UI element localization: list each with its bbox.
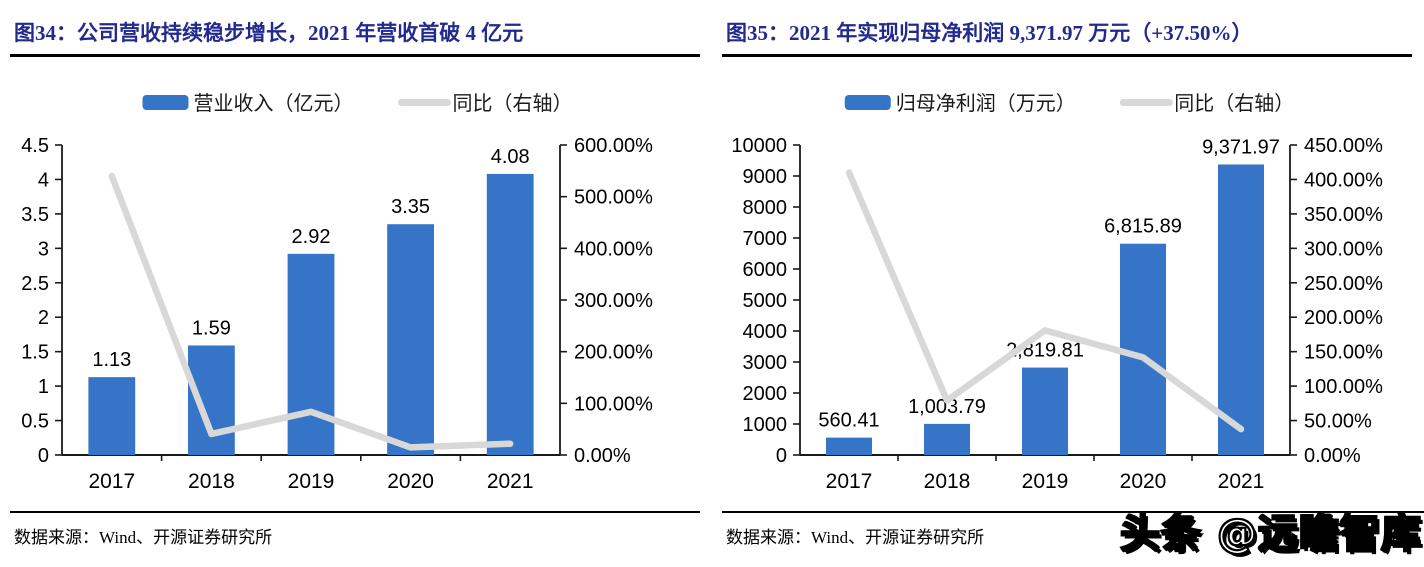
- bar-value-label: 560.41: [818, 410, 879, 432]
- bar-value-label: 1,003.79: [908, 396, 986, 418]
- y-axis-left-tick-label: 3.5: [21, 204, 49, 226]
- y-axis-left-tick-label: 6000: [743, 259, 788, 281]
- x-axis-category-label: 2021: [487, 470, 534, 493]
- bar-2019: [1021, 367, 1069, 455]
- x-axis-category-label: 2019: [288, 470, 335, 493]
- bar-value-label: 1.59: [192, 317, 231, 339]
- figure-35-source-row: 数据来源：Wind、开源证券研究所: [722, 511, 1424, 548]
- y-axis-left-tick-label: 1000: [743, 414, 788, 436]
- x-axis-category-label: 2018: [924, 470, 971, 493]
- y-axis-left-tick-label: 5000: [743, 290, 788, 312]
- y-axis-left-tick-label: 1: [38, 376, 49, 398]
- figure-34-source-row: 数据来源：Wind、开源证券研究所: [10, 511, 700, 548]
- y-axis-left-tick-label: 0.5: [21, 411, 49, 433]
- y-axis-right-tick-label: 350.00%: [1304, 204, 1383, 226]
- legend-item-label: 同比（右轴）: [453, 92, 573, 115]
- y-axis-right-tick-label: 450.00%: [1304, 135, 1383, 157]
- yoy-growth-line: [845, 169, 1245, 433]
- x-axis-category-label: 2021: [1218, 470, 1265, 493]
- bar-value-label: 1.13: [92, 349, 131, 371]
- figure-35-title-text: 图35：2021 年实现归母净利润 9,371.97 万元（+37.50%）: [726, 21, 1253, 45]
- bar-2020: [387, 224, 435, 455]
- bar-2017: [825, 437, 873, 455]
- bar-value-label: 4.08: [491, 146, 530, 168]
- figure-34-source-text: 数据来源：Wind、开源证券研究所: [14, 528, 273, 547]
- y-axis-left-tick-label: 2: [38, 307, 49, 329]
- y-axis-right-tick-label: 100.00%: [574, 393, 653, 415]
- y-axis-left-tick-label: 9000: [743, 166, 788, 188]
- y-axis-left-tick-label: 0: [776, 445, 787, 467]
- x-axis-category-label: 2020: [1120, 470, 1167, 493]
- legend-item-label: 同比（右轴）: [1174, 92, 1294, 115]
- bar-2020: [1119, 243, 1167, 455]
- legend-item-label: 营业收入（亿元）: [194, 92, 354, 115]
- y-axis-right-tick-label: 400.00%: [574, 238, 653, 260]
- y-axis-left-tick-label: 3000: [743, 352, 788, 374]
- y-axis-left-tick-label: 4.5: [21, 135, 49, 157]
- x-axis-category-label: 2020: [387, 470, 434, 493]
- y-axis-right-tick-label: 300.00%: [1304, 238, 1383, 260]
- y-axis-left-tick-label: 4000: [743, 321, 788, 343]
- panel-net-profit-chart: 图35：2021 年实现归母净利润 9,371.97 万元（+37.50%） 归…: [712, 0, 1424, 567]
- y-axis-left-tick-label: 4: [38, 169, 49, 191]
- y-axis-right-tick-label: 0.00%: [574, 445, 631, 467]
- x-axis-category-label: 2017: [826, 470, 873, 493]
- y-axis-right-tick-label: 100.00%: [1304, 376, 1383, 398]
- x-axis-category-label: 2018: [188, 470, 235, 493]
- y-axis-left-tick-label: 2.5: [21, 273, 49, 295]
- y-axis-right-tick-label: 300.00%: [574, 290, 653, 312]
- bar-2018: [923, 423, 971, 455]
- legend-item-label: 归母净利润（万元）: [896, 92, 1076, 115]
- bar-value-label: 9,371.97: [1202, 136, 1280, 158]
- y-axis-left-tick-label: 7000: [743, 228, 788, 250]
- y-axis-right-tick-label: 600.00%: [574, 135, 653, 157]
- revenue-bar-line-chart: 营业收入（亿元） 同比（右轴） 4.5 4 3.5 3 2.5 2 1.5 1 0.5 0 600.00…: [21, 92, 653, 493]
- y-axis-right-tick-label: 400.00%: [1304, 169, 1383, 191]
- figure-35-source-text: 数据来源：Wind、开源证券研究所: [726, 528, 985, 547]
- bar-2017: [88, 377, 136, 455]
- y-axis-left-tick-label: 10000: [731, 135, 787, 157]
- net-profit-bar-line-chart: 归母净利润（万元） 同比（右轴）1000090008000700060005000…: [731, 92, 1383, 493]
- y-axis-right-tick-label: 150.00%: [1304, 342, 1383, 364]
- figure-35-title: 图35：2021 年实现归母净利润 9,371.97 万元（+37.50%）: [722, 0, 1412, 57]
- y-axis-left-tick-label: 1.5: [21, 342, 49, 364]
- x-axis-category-label: 2019: [1022, 470, 1069, 493]
- y-axis-left-tick-label: 3: [38, 238, 49, 260]
- y-axis-right-tick-label: 200.00%: [1304, 307, 1383, 329]
- legend-bar-swatch: [844, 95, 891, 110]
- y-axis-right-tick-label: 50.00%: [1304, 411, 1372, 433]
- figure-34-title-text: 图34：公司营收持续稳步增长，2021 年营收首破 4 亿元: [14, 21, 524, 45]
- bar-2021: [1217, 164, 1265, 455]
- yoy-growth-line: [108, 172, 514, 451]
- y-axis-right-tick-label: 0.00%: [1304, 445, 1361, 467]
- bar-value-label: 2.92: [292, 226, 331, 248]
- bar-value-label: 6,815.89: [1104, 216, 1182, 238]
- y-axis-right-tick-label: 250.00%: [1304, 273, 1383, 295]
- bar-value-label: 3.35: [391, 196, 430, 218]
- toutiao-watermark: 头条 @远瞻智库: [1119, 510, 1422, 558]
- y-axis-right-tick-label: 200.00%: [574, 342, 653, 364]
- legend-bar-swatch: [142, 95, 189, 110]
- y-axis-left-tick-label: 0: [38, 445, 49, 467]
- y-axis-right-tick-label: 500.00%: [574, 187, 653, 209]
- bar-2021: [486, 173, 534, 455]
- y-axis-left-tick-label: 2000: [743, 383, 788, 405]
- figure-34-title: 图34：公司营收持续稳步增长，2021 年营收首破 4 亿元: [10, 0, 700, 57]
- panel-revenue-chart: 图34：公司营收持续稳步增长，2021 年营收首破 4 亿元 营业收入（亿元） 同…: [10, 0, 700, 548]
- bar-2019: [287, 253, 335, 455]
- x-axis-category-label: 2017: [88, 470, 135, 493]
- y-axis-left-tick-label: 8000: [743, 197, 788, 219]
